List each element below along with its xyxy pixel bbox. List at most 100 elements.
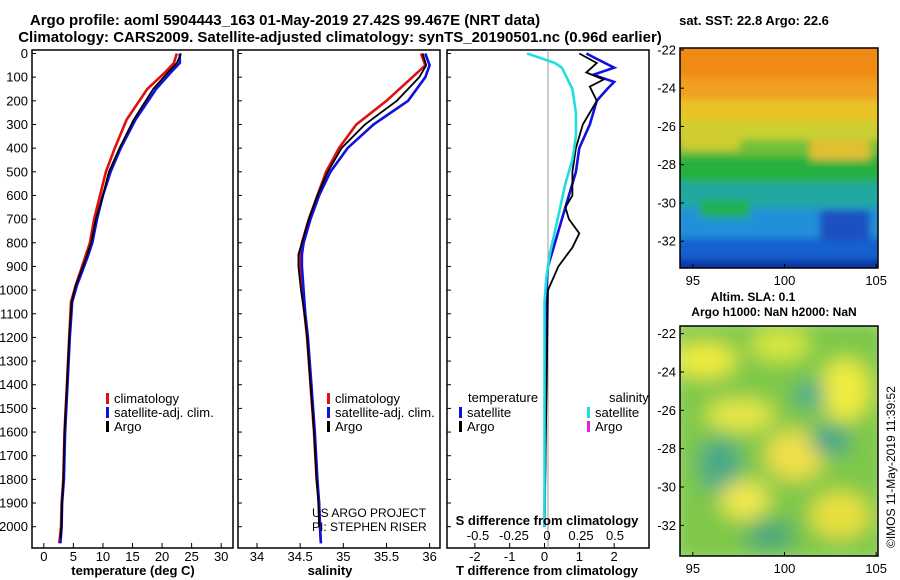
legend-swatch-argo (327, 421, 330, 432)
legend-swatch-climatology (327, 393, 330, 404)
legend-swatch-s-argo (587, 421, 590, 432)
depth-tick-label: 1500 (0, 401, 28, 416)
depth-tick-label: 900 (6, 259, 28, 274)
salinity-tick-label: 35 (336, 549, 350, 564)
t-difference-tick-label: 2 (611, 549, 618, 564)
series-line-t-satellite (543, 52, 618, 527)
temperature-tick-label: 25 (184, 549, 198, 564)
depth-axis: 0 100 200 300 400 500 600 700 800 900 1000 1100 1200… (0, 46, 451, 534)
latitude-tick-label: -28 (657, 157, 676, 172)
sla-map-title-2: Argo h1000: NaN h2000: NaN (691, 305, 856, 319)
legend-title-salinity: salinity (609, 390, 649, 405)
depth-tick-label: 2000 (0, 519, 28, 534)
title-line-1: Argo profile: aoml 5904443_163 01-May-20… (30, 12, 540, 29)
depth-tick-label: 100 (6, 70, 28, 85)
salinity-x-axis: 34 34.5 35 35.5 36 (250, 543, 437, 564)
sla-map-title-1: Altim. SLA: 0.1 (711, 290, 796, 304)
salinity-legend-argo: Argo (335, 419, 362, 434)
latitude-tick-label: -26 (657, 119, 676, 134)
temperature-tick-label: 0 (40, 549, 47, 564)
s-difference-label: S difference from climatology (456, 513, 640, 528)
s-difference-ticks: -0.5 -0.25 0 0.25 0.5 (467, 528, 624, 543)
sst-map-frame (679, 47, 879, 269)
t-difference-label: T difference from climatology (456, 563, 639, 578)
depth-tick-label: 500 (6, 164, 28, 179)
temperature-tick-label: 20 (155, 549, 169, 564)
depth-tick-label: 1000 (0, 283, 28, 298)
temperature-legend-satellite: satellite-adj. clim. (114, 405, 214, 420)
depth-tick-label: 0 (21, 46, 28, 61)
depth-tick-label: 700 (6, 212, 28, 227)
t-difference-tick-label: 0 (541, 549, 548, 564)
s-difference-tick-label: 0 (543, 528, 550, 543)
legend-title-temperature: temperature (468, 390, 538, 405)
temperature-tick-label: 5 (70, 549, 77, 564)
latitude-tick-label: -24 (657, 365, 676, 380)
depth-tick-label: 1200 (0, 330, 28, 345)
salinity-legend-satellite: satellite-adj. clim. (335, 405, 435, 420)
longitude-tick-label: 100 (774, 273, 796, 288)
depth-tick-label: 1700 (0, 448, 28, 463)
salinity-legend: climatology satellite-adj. clim. Argo (327, 391, 435, 434)
s-difference-tick-label: -0.25 (499, 528, 529, 543)
series-line-argo (297, 53, 428, 527)
series-line-s-satellite (526, 52, 578, 527)
latitude-tick-label: -30 (657, 480, 676, 495)
depth-tick-label: 400 (6, 141, 28, 156)
depth-tick-label: 1900 (0, 496, 28, 511)
temperature-x-axis: 0 5 10 15 20 25 30 (40, 543, 228, 564)
salinity-tick-label: 34 (250, 549, 264, 564)
series-line-satellite-adj-clim- (59, 53, 182, 544)
salinity-x-label: salinity (308, 563, 354, 578)
salinity-tick-label: 34.5 (287, 549, 312, 564)
s-difference-tick-label: -0.5 (467, 528, 489, 543)
t-difference-tick-label: -2 (469, 549, 481, 564)
longitude-tick-label: 105 (865, 561, 887, 576)
sst-map-title: sat. SST: 22.8 Argo: 22.6 (679, 13, 829, 28)
temperature-tick-label: 15 (125, 549, 139, 564)
depth-tick-label: 1600 (0, 425, 28, 440)
t-difference-tick-label: 1 (576, 549, 583, 564)
s-difference-tick-label: 0.5 (606, 528, 624, 543)
legend-swatch-satellite (106, 407, 109, 418)
timestamp-stamp: ©IMOS 11-May-2019 11:39:52 (884, 386, 898, 548)
temperature-x-label: temperature (deg C) (71, 563, 195, 578)
depth-tick-label: 1300 (0, 354, 28, 369)
title-line-2: Climatology: CARS2009. Satellite-adjuste… (18, 29, 662, 46)
credit-line-1: US ARGO PROJECT (312, 506, 427, 520)
temperature-tick-label: 30 (214, 549, 228, 564)
legend-swatch-satellite (327, 407, 330, 418)
salinity-panel-frame (237, 49, 441, 549)
series-line-argo (59, 53, 182, 539)
legend-s-argo: Argo (595, 419, 622, 434)
difference-legend: temperature satellite Argo salinity sate… (459, 390, 649, 434)
longitude-tick-label: 105 (865, 273, 887, 288)
legend-swatch-s-satellite (587, 407, 590, 418)
latitude-tick-label: -30 (657, 195, 676, 210)
sla-map-axes: -22 -24 -26 -28 -30 -32 95 100 105 (657, 326, 887, 576)
depth-tick-label: 1400 (0, 377, 28, 392)
series-line-climatology (57, 53, 179, 544)
depth-tick-label: 600 (6, 188, 28, 203)
credit-line-2: PI: STEPHEN RISER (312, 520, 427, 534)
legend-s-satellite: satellite (595, 405, 639, 420)
depth-tick-label: 800 (6, 235, 28, 250)
depth-tick-label: 300 (6, 117, 28, 132)
temperature-legend: climatology satellite-adj. clim. Argo (106, 391, 214, 434)
salinity-legend-climatology: climatology (335, 391, 401, 406)
legend-t-satellite: satellite (467, 405, 511, 420)
temperature-series (57, 53, 182, 544)
latitude-tick-label: -32 (657, 518, 676, 533)
latitude-tick-label: -32 (657, 234, 676, 249)
sla-map-image (680, 326, 878, 556)
temperature-legend-argo: Argo (114, 419, 141, 434)
difference-x-axis: -2 -1 0 1 2 (469, 543, 618, 564)
sst-map-image (680, 48, 878, 268)
latitude-tick-label: -24 (657, 81, 676, 96)
s-difference-tick-label: 0.25 (568, 528, 593, 543)
sst-map-axes: -22 -24 -26 -28 -30 -32 95 100 105 (657, 42, 887, 288)
series-line-satellite-adj-clim- (300, 53, 431, 544)
latitude-tick-label: -28 (657, 441, 676, 456)
legend-swatch-argo (106, 421, 109, 432)
